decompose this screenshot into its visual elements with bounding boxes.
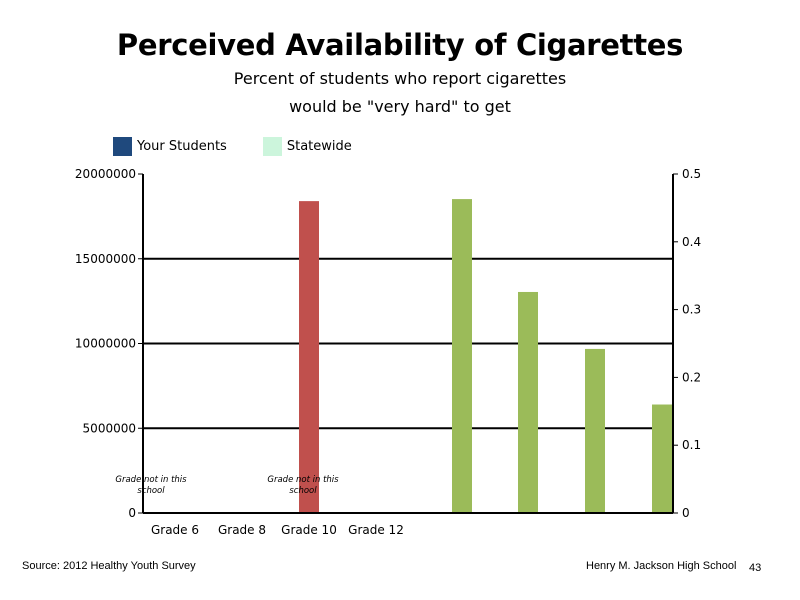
right-axis-tick-label: 0.4 (682, 235, 701, 249)
left-axis-tick-label: 10000000 (75, 337, 136, 351)
right-axis-tick-label: 0 (682, 506, 690, 520)
legend-swatch-statewide (262, 136, 282, 156)
legend-swatch-your-students (113, 136, 132, 156)
page-number: 43 (749, 562, 762, 574)
chart-subtitle-line-2: would be "very hard" to get (289, 97, 511, 116)
x-axis-category-label: Grade 6 (151, 523, 199, 537)
right-axis-tick-label: 0.5 (682, 167, 701, 181)
bar-statewide (585, 348, 605, 513)
left-axis-tick-label: 15000000 (75, 252, 136, 266)
x-axis-category-label: Grade 8 (218, 523, 266, 537)
bar-statewide (518, 291, 538, 513)
legend-label-your-students: Your Students (137, 138, 227, 154)
chart-subtitle-line-1: Percent of students who report cigarette… (233, 69, 567, 88)
legend-item-statewide: Statewide (262, 136, 352, 156)
legend-item-your-students: Your Students (113, 136, 227, 156)
school-name: Henry M. Jackson High School (586, 560, 737, 572)
left-axis-tick-label: 5000000 (83, 421, 136, 435)
bar-statewide (652, 404, 672, 513)
legend-label-statewide: Statewide (286, 138, 352, 154)
right-axis-tick-label: 0.3 (682, 303, 701, 317)
right-axis-tick-label: 0.2 (682, 370, 701, 384)
x-axis-category-label: Grade 10 (281, 523, 337, 537)
not-in-school-note: Grade not in this school (267, 475, 339, 496)
right-axis-tick-label: 0.1 (682, 438, 701, 452)
x-axis-category-label: Grade 12 (348, 523, 404, 537)
bar-your-students (299, 201, 319, 513)
left-axis-tick-label: 20000000 (75, 167, 136, 181)
chart-legend: Your Students Statewide (113, 136, 388, 156)
chart-title: Perceived Availability of Cigarettes (116, 28, 684, 62)
bar-statewide (452, 199, 472, 513)
not-in-school-note: Grade not in this school (115, 475, 187, 496)
source-note: Source: 2012 Healthy Youth Survey (22, 560, 196, 572)
left-axis-tick-label: 0 (128, 506, 136, 520)
